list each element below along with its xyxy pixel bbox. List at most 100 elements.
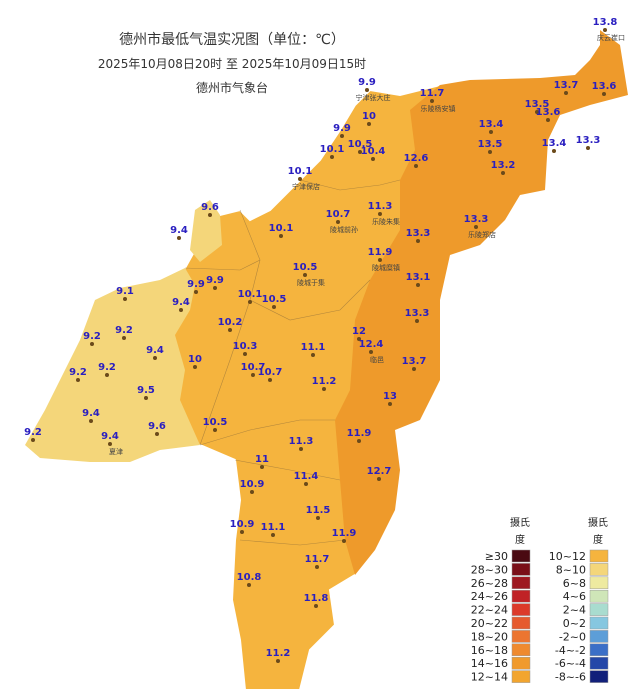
station-dot xyxy=(474,225,478,229)
station-dot xyxy=(304,482,308,486)
station-dot xyxy=(412,367,416,371)
legend-swatch xyxy=(589,563,609,576)
station-dot xyxy=(488,150,492,154)
legend-swatch xyxy=(589,576,609,590)
station-dot xyxy=(357,439,361,443)
temperature: 10.3 xyxy=(233,341,258,352)
temperature: 13.1 xyxy=(406,272,431,283)
temperature: 10.5 xyxy=(203,417,228,428)
temperature: 10.7 xyxy=(258,367,283,378)
region-north xyxy=(190,200,222,262)
temperature: 9.4 xyxy=(101,431,119,442)
temperature: 13 xyxy=(383,391,397,402)
station-dot xyxy=(276,659,280,663)
temperature: 11.7 xyxy=(305,554,330,565)
temperature: 9.6 xyxy=(148,421,166,432)
agency: 德州市气象台 xyxy=(196,80,268,95)
temperature: 11.7 xyxy=(420,88,445,99)
legend-swatch xyxy=(511,589,531,603)
temperature: 10 xyxy=(188,354,202,365)
station-dot xyxy=(564,91,568,95)
legend-header: 摄氏 xyxy=(510,516,530,529)
legend-label: -6~-4 xyxy=(555,657,586,670)
legend-swatch xyxy=(511,643,531,657)
station-dot xyxy=(247,583,251,587)
station-dot xyxy=(243,352,247,356)
station-dot xyxy=(298,177,302,181)
station-dot xyxy=(415,319,419,323)
temperature: 10.2 xyxy=(218,317,243,328)
station-dot xyxy=(123,297,127,301)
station-dot xyxy=(314,604,318,608)
temperature: 11.8 xyxy=(304,593,329,604)
temperature: 11.3 xyxy=(289,436,314,447)
station-dot xyxy=(365,88,369,92)
time-range: 2025年10月08日20时 至 2025年10月09日15时 xyxy=(98,57,366,71)
station-dot xyxy=(250,490,254,494)
temperature: 11 xyxy=(255,454,269,465)
station-dot xyxy=(603,28,607,32)
station-dot xyxy=(272,305,276,309)
county-borders xyxy=(184,179,401,546)
legend-label: 2~4 xyxy=(563,604,586,617)
temperature: 11.1 xyxy=(261,522,286,533)
legend-swatch xyxy=(511,670,531,683)
legend-header: 摄氏 xyxy=(588,516,608,529)
temperature: 11.5 xyxy=(306,505,331,516)
legend-label: 4~6 xyxy=(563,590,586,603)
station-dot xyxy=(90,342,94,346)
temperature: 9.9 xyxy=(187,279,205,290)
legend-label: 14~16 xyxy=(471,657,508,670)
legend-swatch xyxy=(589,656,609,670)
temperature: 10.5 xyxy=(348,139,373,150)
temperature: 12.7 xyxy=(367,466,392,477)
station-dot xyxy=(279,234,283,238)
station-name: 宁津保店 xyxy=(292,182,320,191)
temperature: 10.9 xyxy=(230,519,255,530)
station-dot xyxy=(552,149,556,153)
station-dot xyxy=(489,130,493,134)
title: 德州市最低气温实况图（单位：℃） xyxy=(119,31,345,48)
temperature: 13.6 xyxy=(592,81,617,92)
station-dot xyxy=(367,122,371,126)
temperature: 10.7 xyxy=(241,362,266,373)
station-dot xyxy=(208,213,212,217)
legend-header: 度 xyxy=(593,533,603,546)
temperature: 11.2 xyxy=(312,376,337,387)
station-dot xyxy=(586,146,590,150)
legend-swatch xyxy=(589,603,609,616)
legend-label: 16~18 xyxy=(471,644,508,657)
legend-label: 28~30 xyxy=(471,563,508,576)
station-name: 陵城于集 xyxy=(297,278,325,287)
temperature: 13.8 xyxy=(593,17,618,28)
station-dot xyxy=(89,419,93,423)
station-name: 陵城前孙 xyxy=(330,225,358,234)
station-dot xyxy=(122,336,126,340)
temperature: 9.1 xyxy=(116,286,134,297)
temperature: 11.9 xyxy=(332,528,357,539)
station-dot xyxy=(193,365,197,369)
temperature: 10.1 xyxy=(320,144,345,155)
temperature: 9.4 xyxy=(146,345,164,356)
temperature: 13.3 xyxy=(406,228,431,239)
temperature: 9.9 xyxy=(358,77,376,88)
station-dot xyxy=(108,442,112,446)
temperature: 9.6 xyxy=(201,202,219,213)
temperature: 10.1 xyxy=(288,166,313,177)
station-dot xyxy=(240,530,244,534)
legend-label: 10~12 xyxy=(549,550,586,563)
legend-label: -4~-2 xyxy=(555,644,586,657)
station-dot xyxy=(260,465,264,469)
legend-swatch xyxy=(589,643,609,657)
station-dot xyxy=(501,171,505,175)
station-dot xyxy=(251,373,255,377)
station-dot xyxy=(378,258,382,262)
station-dot xyxy=(228,328,232,332)
station-dot xyxy=(546,118,550,122)
station-dot xyxy=(248,300,252,304)
station-dot xyxy=(213,286,217,290)
legend-label: 22~24 xyxy=(471,604,508,617)
station-dot xyxy=(177,236,181,240)
temperature: 10.5 xyxy=(293,262,318,273)
station-dot xyxy=(315,565,319,569)
